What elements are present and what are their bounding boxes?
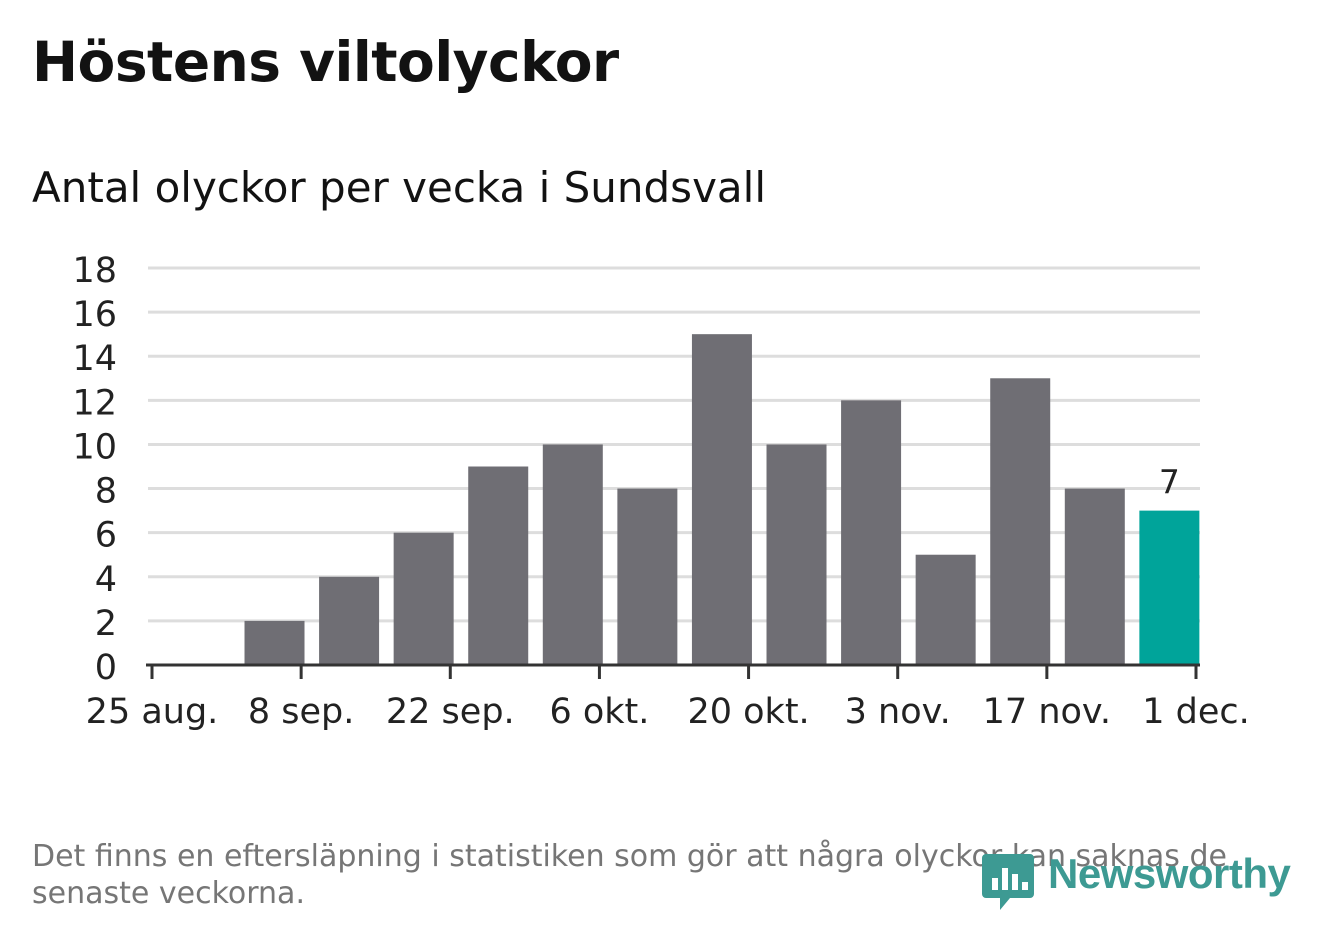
bars [244,334,1200,665]
bar [766,444,827,665]
bar [542,444,603,665]
bar [915,554,976,665]
x-tick-label: 17 nov. [983,692,1111,732]
y-tick-label: 10 [72,427,117,467]
bar [319,576,380,665]
y-tick-label: 0 [95,648,117,688]
chart-subtitle: Antal olyckor per vecka i Sundsvall [32,163,766,212]
y-tick-label: 6 [95,516,117,556]
x-tick-label: 20 okt. [687,692,809,732]
logo-text: Newsworthy [1048,850,1291,897]
y-tick-label: 16 [72,295,117,335]
bar [841,400,902,665]
bar [468,466,529,665]
x-tick-label: 1 dec. [1142,692,1250,732]
y-tick-label: 12 [72,383,117,423]
y-tick-label: 14 [72,339,117,379]
y-tick-label: 4 [95,560,117,600]
bar [990,378,1051,665]
axes [146,663,1200,679]
bar-chart-speech-bubble-icon [982,854,1034,910]
x-tick-label: 6 okt. [549,692,649,732]
bar [1064,488,1125,665]
chart-title: Höstens viltolyckor [32,30,619,94]
y-tick-label: 2 [95,604,117,644]
bar [1139,510,1200,665]
bar [617,488,678,665]
x-tick-label: 8 sep. [248,692,355,732]
y-tick-label: 8 [95,472,117,512]
bar [393,532,454,665]
bar [691,334,752,665]
newsworthy-logo: Newsworthy [980,848,1300,912]
x-tick-label: 3 nov. [845,692,951,732]
y-tick-label: 18 [72,251,117,291]
data-label: 7 [1159,463,1180,502]
x-tick-label: 22 sep. [386,692,515,732]
x-tick-label: 25 aug. [86,692,219,732]
bar [244,620,305,665]
